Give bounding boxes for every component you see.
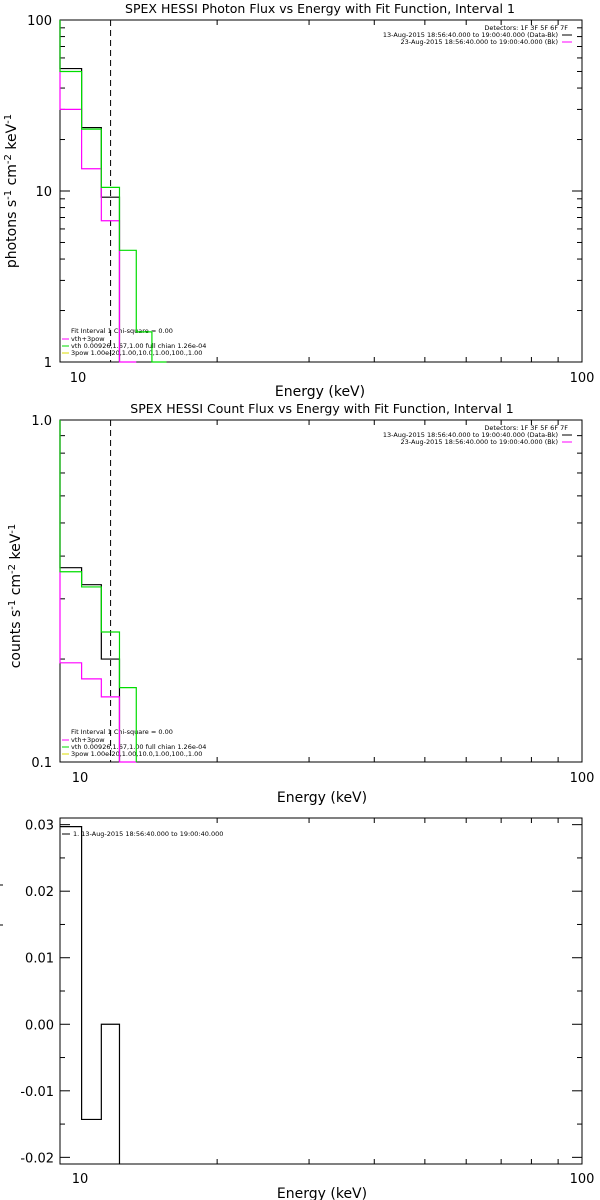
residual-y-tick-label: 0.03	[25, 819, 54, 834]
residual-y-tick-label: 0.02	[25, 885, 54, 900]
count-flux-x-tick-100: 100	[570, 771, 595, 786]
residual-x-axis-label: Energy (keV)	[277, 1186, 367, 1200]
count-flux-panel: SPEX HESSI Count Flux vs Energy with Fit…	[7, 401, 594, 806]
count-flux-series-data	[59, 420, 121, 762]
photon-flux-y-tick-1: 1	[44, 356, 52, 371]
photon-flux-detectors-line: Detectors: 1F 3F 5F 6F 7F	[484, 24, 568, 32]
photon-flux-panel: SPEX HESSI Photon Flux vs Energy with Fi…	[3, 1, 594, 400]
photon-flux-y-tick-100: 100	[27, 14, 52, 29]
residual-y-tick-label: -0.02	[20, 1151, 54, 1166]
residual-y-tick-label: 0.01	[25, 952, 54, 967]
count-flux-title: SPEX HESSI Count Flux vs Energy with Fit…	[130, 401, 513, 416]
residual-x-tick-100: 100	[570, 1172, 595, 1187]
count-flux-x-axis-label: Energy (keV)	[277, 790, 367, 806]
residual-plot-area: -0.02 -0.01 0.00 0.01 0.02 0.03	[20, 818, 583, 1166]
residual-series-data	[60, 826, 121, 1164]
photon-flux-y-tick-10: 10	[35, 185, 52, 200]
count-flux-fit-interval-line: Fit Interval 1 Chi-square = 0.00	[71, 728, 173, 736]
residual-x-tick-10: 10	[72, 1172, 89, 1187]
photon-flux-series-vth	[59, 20, 167, 363]
photon-flux-fit-interval-line: Fit Interval 1 Chi-square = 0.00	[71, 327, 173, 335]
photon-flux-x-axis-label: Energy (keV)	[275, 384, 365, 400]
count-flux-vth-legend-label: vth 0.00926,1.67,1.00 full chian 1.26e-0…	[71, 743, 206, 751]
photon-flux-y-axis-label: photons s-1 cm-2 keV-1	[3, 114, 20, 268]
count-flux-series-vth	[59, 420, 137, 762]
photon-flux-3pow-legend-label: 3pow 1.00e-20,1.00,10.0,1.00,100.,1.00	[71, 349, 202, 357]
residual-panel: Energy (keV) 10 100 1. 13-Aug-2015 18:56…	[0, 817, 595, 1200]
count-flux-y-tick-1-0: 1.0	[31, 414, 52, 429]
photon-flux-vth-legend-label: vth 0.00926,1.67,1.00 full chian 1.26e-0…	[71, 342, 206, 350]
count-flux-series-model_total	[59, 420, 137, 763]
count-flux-y-axis-label: counts s-1 cm-2 keV-1	[7, 524, 24, 669]
count-flux-plot-area	[59, 419, 583, 763]
photon-flux-title: SPEX HESSI Photon Flux vs Energy with Fi…	[125, 1, 515, 16]
photon-flux-x-tick-10: 10	[70, 371, 87, 386]
count-flux-data-interval-line: 13-Aug-2015 18:56:40.000 to 19:00:40.000…	[383, 431, 558, 439]
photon-flux-total-legend-label: vth+3pow	[71, 335, 105, 343]
count-flux-detectors-line: Detectors: 1F 3F 5F 6F 7F	[484, 424, 568, 432]
photon-flux-bk-interval-line: 23-Aug-2015 18:56:40.000 to 19:00:40.000…	[401, 38, 558, 46]
photon-flux-x-tick-100: 100	[570, 371, 595, 386]
photon-flux-plot-area	[59, 19, 583, 363]
residual-y-tick-label: 0.00	[25, 1018, 54, 1033]
photon-flux-series-data	[59, 20, 121, 362]
count-flux-bk-interval-line: 23-Aug-2015 18:56:40.000 to 19:00:40.000…	[401, 438, 558, 446]
count-flux-total-legend-label: vth+3pow	[71, 736, 105, 744]
residual-legend-label: 1. 13-Aug-2015 18:56:40.000 to 19:00:40.…	[73, 830, 223, 838]
residual-y-tick-label: -0.01	[20, 1085, 54, 1100]
count-flux-y-tick-0-1: 0.1	[31, 756, 52, 771]
count-flux-x-tick-10: 10	[72, 771, 89, 786]
photon-flux-data-interval-line: 13-Aug-2015 18:56:40.000 to 19:00:40.000…	[383, 31, 558, 39]
